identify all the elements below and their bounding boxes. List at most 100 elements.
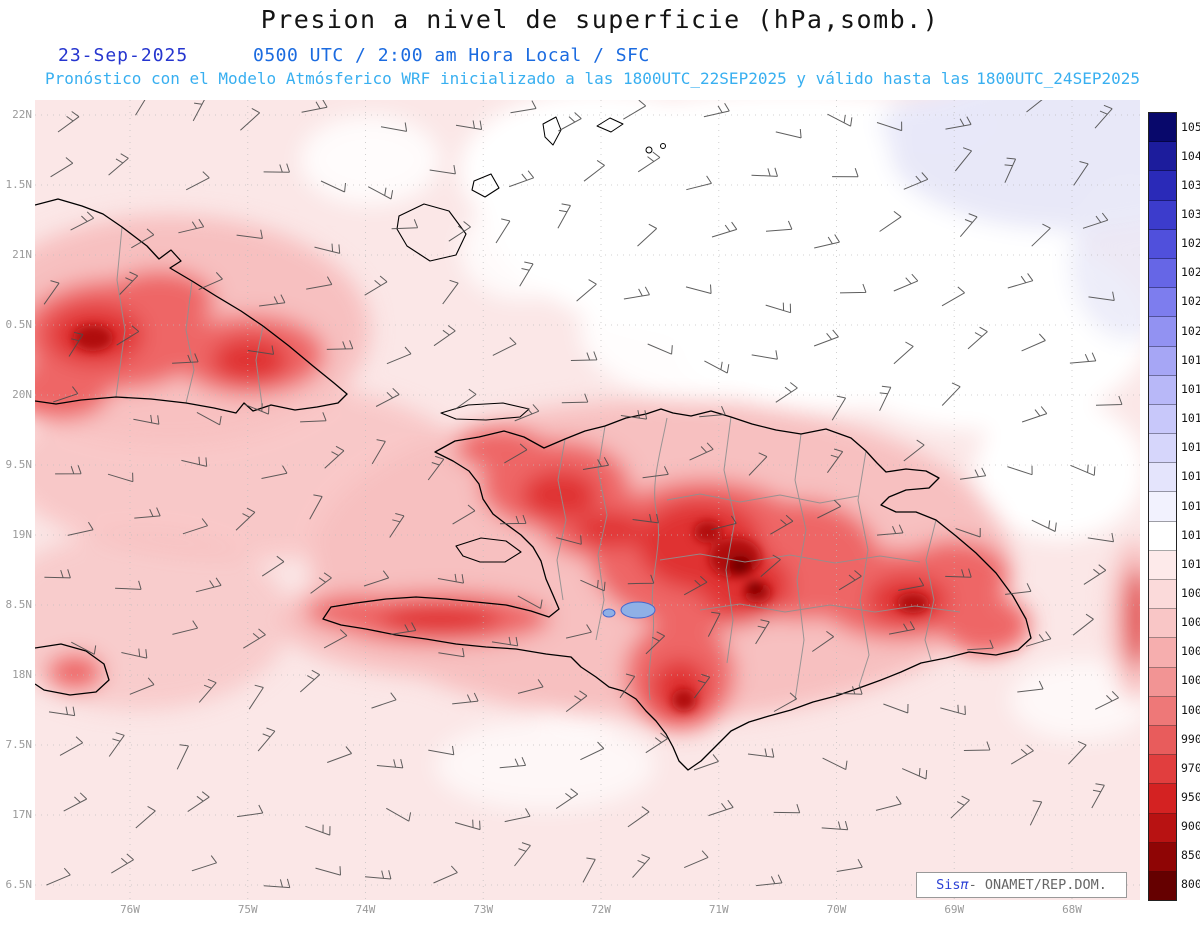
- wind-barb: [945, 116, 972, 130]
- wind-barb: [442, 279, 459, 305]
- wind-barb: [1083, 564, 1107, 585]
- wind-barb: [570, 351, 598, 361]
- wind-barb: [959, 467, 987, 480]
- wind-barb: [711, 221, 738, 238]
- wind-barb: [883, 703, 909, 714]
- colorbar-cell: [1149, 813, 1176, 843]
- wind-barb: [565, 624, 592, 639]
- lon-label: 69W: [944, 903, 965, 916]
- wind-barb: [324, 445, 345, 469]
- wind-barb: [509, 170, 535, 188]
- coastline-turks-1: [645, 146, 653, 154]
- colorbar-label: 1013: [1181, 498, 1200, 513]
- colorbar-cell: [1149, 725, 1176, 756]
- wind-barb: [580, 579, 606, 592]
- wind-barb: [198, 272, 223, 291]
- colorbar-label: 1020: [1181, 323, 1200, 338]
- page-title: Presion a nivel de superficie (hPa,somb.…: [260, 5, 940, 34]
- latlon-grid: [35, 100, 1140, 900]
- wind-barb: [1087, 532, 1114, 543]
- wind-barb: [363, 570, 390, 587]
- wind-barb: [323, 629, 348, 649]
- wind-barb: [429, 165, 456, 175]
- wind-barb: [257, 727, 276, 752]
- wind-barb: [893, 273, 919, 292]
- wind-barb: [305, 824, 331, 836]
- colorbar-label: 1050: [1181, 119, 1200, 134]
- wind-barb: [945, 568, 972, 578]
- colorbar-label: 1012: [1181, 527, 1200, 542]
- wind-barb: [751, 350, 778, 360]
- wind-barb: [1068, 740, 1087, 765]
- wind-barb: [775, 128, 802, 139]
- wind-barb: [59, 736, 84, 756]
- wind-barb: [261, 465, 288, 479]
- wind-barb: [632, 513, 659, 524]
- colorbar-cell: [1149, 434, 1176, 464]
- wind-barb: [831, 395, 847, 421]
- wind-barb: [773, 804, 801, 814]
- wind-barb: [391, 219, 419, 230]
- colorbar-label: 800: [1181, 877, 1200, 892]
- lon-label: 73W: [473, 903, 494, 916]
- wind-barb: [879, 211, 902, 232]
- colorbar-label: 1002: [1181, 673, 1200, 688]
- wind-barb: [686, 175, 712, 191]
- wind-barb: [875, 796, 902, 811]
- colorbar-cell: [1149, 317, 1176, 347]
- wind-barb: [135, 100, 146, 116]
- wind-barb: [565, 690, 588, 712]
- wind-barb: [1005, 583, 1032, 595]
- wind-barb: [775, 382, 798, 403]
- wind-barb: [836, 685, 863, 695]
- wind-barb: [315, 866, 341, 876]
- colorbar-label: 1040: [1181, 148, 1200, 163]
- colorbar-cell: [1149, 871, 1176, 901]
- colorbar-label: 1006: [1181, 615, 1200, 630]
- wind-barb: [452, 692, 479, 705]
- model-run-info: Pronóstico con el Modelo Atmósferico WRF…: [45, 69, 1140, 88]
- wind-barb: [134, 507, 161, 519]
- lat-label: 8.5N: [5, 598, 33, 611]
- wind-barb: [1073, 161, 1089, 186]
- wind-barb: [1021, 333, 1046, 352]
- wind-barb: [427, 455, 445, 481]
- wind-barb: [619, 673, 636, 699]
- wind-barb: [582, 457, 610, 470]
- wind-barb: [300, 412, 327, 423]
- coastline-hispaniola: [322, 408, 1032, 771]
- wind-barb: [182, 518, 208, 535]
- wind-barb: [491, 636, 519, 647]
- wind-barb: [876, 524, 904, 536]
- colorbar-cell: [1149, 404, 1176, 435]
- wind-barb: [765, 302, 792, 314]
- colorbar-label: 900: [1181, 819, 1200, 834]
- colorbar-label: 990: [1181, 731, 1200, 746]
- wind-barb: [320, 180, 346, 193]
- lat-label: 1.5N: [5, 178, 33, 191]
- wind-barb: [1004, 157, 1017, 183]
- wind-barb: [107, 472, 134, 483]
- wind-barb: [191, 855, 217, 872]
- wind-barb: [376, 758, 404, 769]
- wind-barb: [1007, 273, 1034, 289]
- wind-barb: [1029, 800, 1043, 826]
- coastline-great-inagua: [396, 203, 467, 262]
- wind-barb: [959, 213, 978, 238]
- wind-barb: [1072, 613, 1094, 636]
- wind-barb: [433, 325, 456, 347]
- wind-barb: [817, 499, 842, 519]
- wind-barb: [452, 504, 476, 525]
- wind-barb: [185, 171, 210, 191]
- wind-barb: [187, 791, 210, 813]
- wind-barb: [963, 741, 991, 751]
- wind-barb: [181, 456, 208, 467]
- colorbar-cell: [1149, 113, 1176, 143]
- onamet-watermark: Sis π - ONAMET/REP.DOM.: [916, 872, 1127, 898]
- wind-barb: [826, 448, 844, 473]
- wind-barb: [685, 284, 712, 294]
- wind-barb: [46, 867, 71, 886]
- wind-barb: [637, 151, 661, 173]
- wind-barb: [115, 580, 142, 590]
- wind-barb: [1094, 104, 1113, 129]
